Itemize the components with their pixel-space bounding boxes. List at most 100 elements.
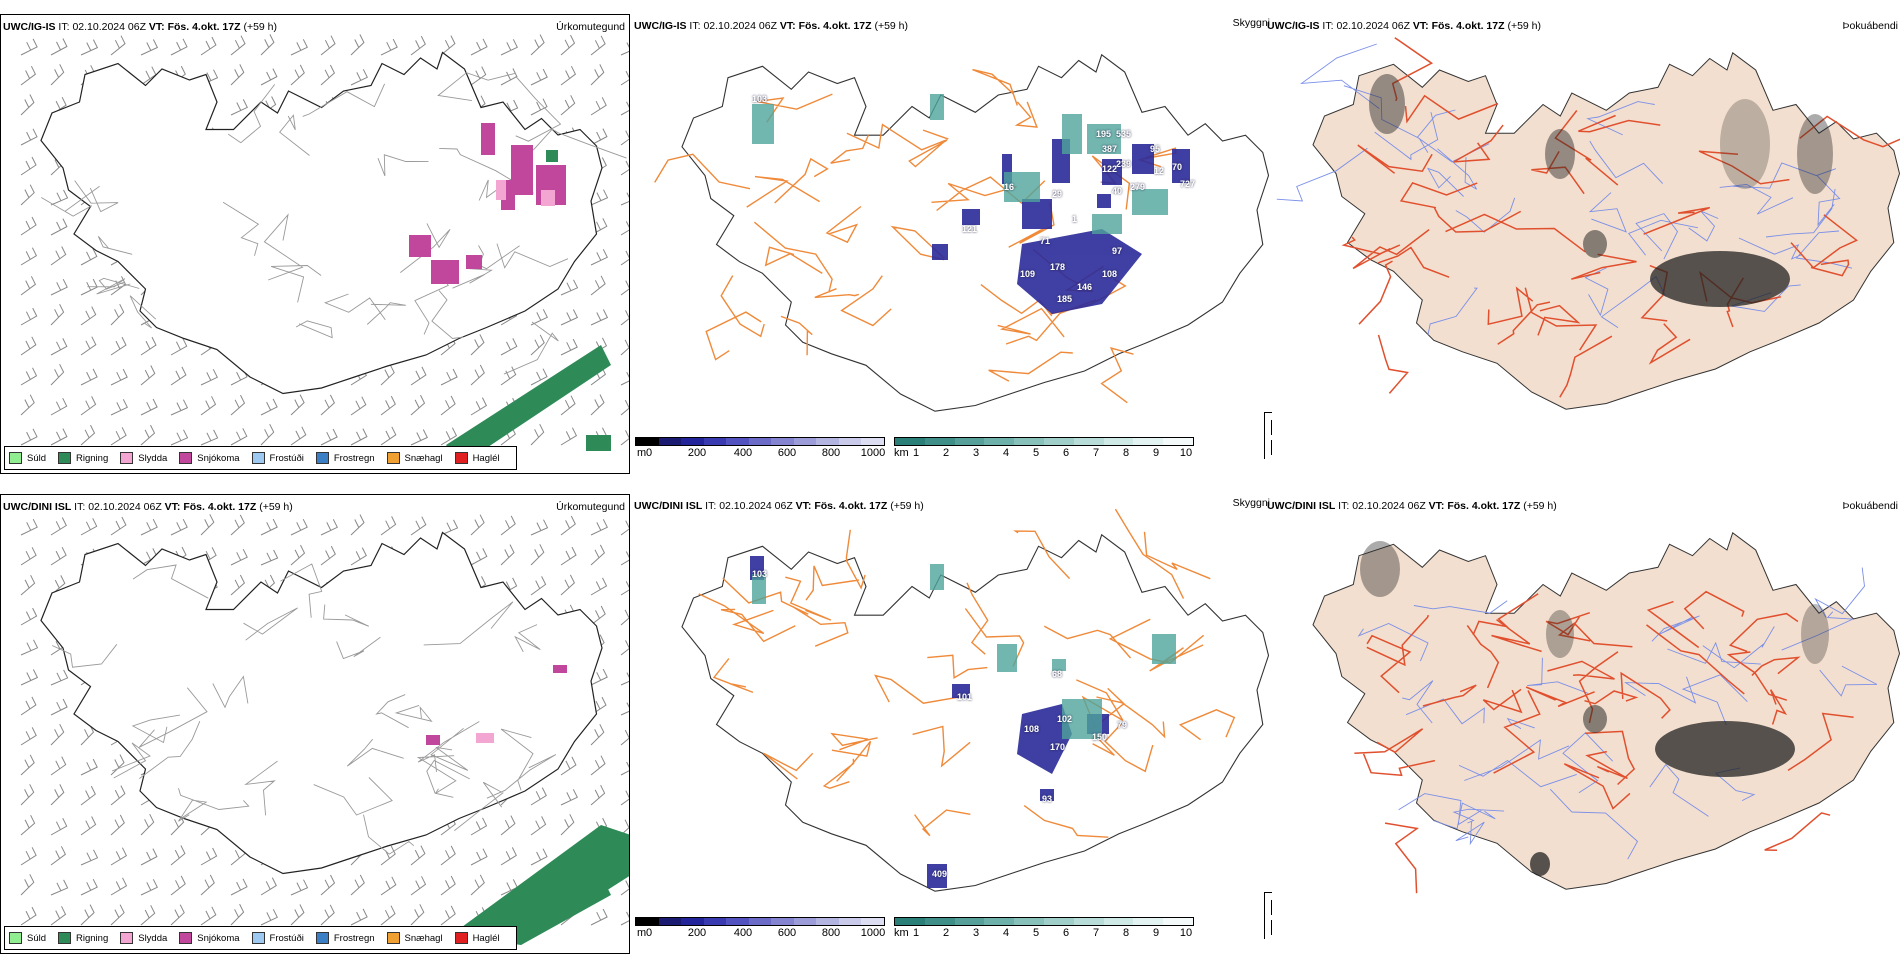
iceland-outline bbox=[40, 51, 603, 395]
wind-barb bbox=[80, 248, 98, 266]
wind-barb bbox=[470, 514, 485, 536]
wind-barb bbox=[620, 640, 629, 656]
wind-barb bbox=[620, 280, 629, 296]
cloud-map bbox=[654, 53, 1270, 412]
roads bbox=[1354, 590, 1854, 894]
wind-barb bbox=[290, 39, 308, 56]
precip-sleet bbox=[496, 180, 555, 206]
wind-barb bbox=[620, 192, 629, 206]
wind-barb bbox=[20, 216, 37, 236]
swatch-icon bbox=[315, 932, 329, 944]
cloud-value-label: 103 bbox=[752, 569, 768, 579]
wind-barb bbox=[560, 574, 576, 596]
wind-barb bbox=[20, 367, 38, 386]
height-scale: m 0 200 400 600 800 1000 bbox=[635, 437, 885, 459]
cloud-vis-areas bbox=[752, 564, 1176, 739]
route-line bbox=[52, 563, 557, 855]
wind-barb bbox=[50, 817, 68, 836]
wind-barb bbox=[500, 338, 518, 356]
legend-item: Slydda bbox=[120, 932, 167, 944]
wind-barb bbox=[20, 336, 37, 356]
wind-barb bbox=[560, 95, 576, 116]
wind-barb bbox=[470, 364, 485, 386]
wind-barb bbox=[20, 156, 37, 176]
wind-barb bbox=[320, 64, 336, 86]
wind-barb bbox=[140, 813, 155, 836]
wind-barb bbox=[20, 607, 38, 626]
wind-barb bbox=[290, 518, 308, 536]
precip-panel-row2: UWC/DINI ISL IT: 02.10.2024 06Z VT: Fös.… bbox=[0, 494, 630, 954]
wind-barb bbox=[620, 42, 629, 56]
iceland-outline bbox=[681, 53, 1270, 412]
swatch-icon bbox=[1271, 920, 1272, 935]
legend-item: Frostregn bbox=[315, 932, 375, 944]
wind-barb bbox=[320, 904, 335, 926]
wind-barb bbox=[200, 847, 218, 866]
wind-barb bbox=[410, 904, 425, 926]
wind-barb bbox=[410, 394, 426, 416]
wind-barb bbox=[590, 128, 608, 146]
wind-barb bbox=[620, 130, 629, 146]
wind-barb bbox=[260, 549, 279, 566]
wind-barb bbox=[560, 546, 577, 566]
wind-barb bbox=[380, 364, 395, 386]
wind-barb bbox=[50, 303, 65, 326]
wind-barb bbox=[530, 519, 549, 536]
wind-barb bbox=[560, 756, 577, 776]
wind-barb bbox=[440, 35, 456, 56]
wind-barb bbox=[50, 338, 68, 356]
legend-item: Haglél bbox=[454, 452, 500, 464]
wind-barb bbox=[470, 397, 488, 416]
wind-barb bbox=[320, 519, 338, 536]
vis-scale: km 1 2 3 4 5 6 7 8 9 10 bbox=[894, 917, 1194, 939]
wind-barb bbox=[110, 877, 128, 896]
wind-barb bbox=[260, 518, 278, 536]
legend-item: Haglél bbox=[454, 932, 500, 944]
wind-barb bbox=[560, 789, 578, 806]
wind-barb bbox=[590, 519, 608, 536]
wind-barb bbox=[140, 518, 158, 536]
cloud-value-label: 79 bbox=[1117, 720, 1128, 730]
wind-barb bbox=[20, 874, 35, 896]
wind-barb bbox=[590, 309, 609, 326]
wind-barb bbox=[20, 754, 35, 776]
wind-barb bbox=[590, 908, 608, 926]
wind-barb bbox=[620, 339, 629, 356]
wind-barb bbox=[440, 905, 456, 926]
wind-barb bbox=[410, 429, 428, 446]
legend-item: Frostregn bbox=[315, 452, 375, 464]
wind-barb bbox=[620, 880, 629, 896]
swatch-icon bbox=[315, 452, 329, 464]
wind-barb bbox=[110, 336, 127, 356]
legend-item: Snjókoma bbox=[179, 932, 240, 944]
cloud-value-label: 178 bbox=[1050, 262, 1066, 272]
wind-barb bbox=[590, 755, 606, 776]
wind-barb bbox=[620, 430, 629, 446]
wind-barb bbox=[410, 366, 427, 386]
iceland-outline bbox=[681, 533, 1270, 892]
wind-barb bbox=[530, 334, 545, 356]
panel-title: UWC/IG-IS IT: 02.10.2024 06Z VT: Fös. 4.… bbox=[1267, 20, 1542, 32]
cloud-value-label: 68 bbox=[1052, 669, 1063, 679]
wind-barb bbox=[380, 905, 396, 926]
wind-barb bbox=[140, 398, 158, 416]
wind-barb bbox=[50, 218, 68, 236]
wind-barb bbox=[20, 65, 37, 86]
legend-item: Súld bbox=[9, 932, 46, 944]
cloud-value-label: 122 bbox=[1102, 164, 1118, 174]
wind-barb bbox=[260, 34, 275, 56]
wind-barb bbox=[170, 429, 189, 446]
swatch-icon bbox=[386, 452, 400, 464]
wind-barb bbox=[170, 38, 188, 56]
route-line bbox=[1276, 43, 1853, 335]
cloud-map bbox=[681, 508, 1270, 892]
legend-item: Snjókoma bbox=[179, 452, 240, 464]
wind-barb bbox=[50, 846, 67, 866]
cloud-value-label: 109 bbox=[1020, 269, 1036, 279]
wind-barb bbox=[590, 249, 608, 266]
wind-barb bbox=[230, 394, 246, 416]
wind-barb bbox=[140, 39, 159, 56]
swatch-icon bbox=[9, 452, 22, 464]
wind-barb bbox=[590, 605, 606, 626]
wind-barb bbox=[560, 395, 576, 416]
